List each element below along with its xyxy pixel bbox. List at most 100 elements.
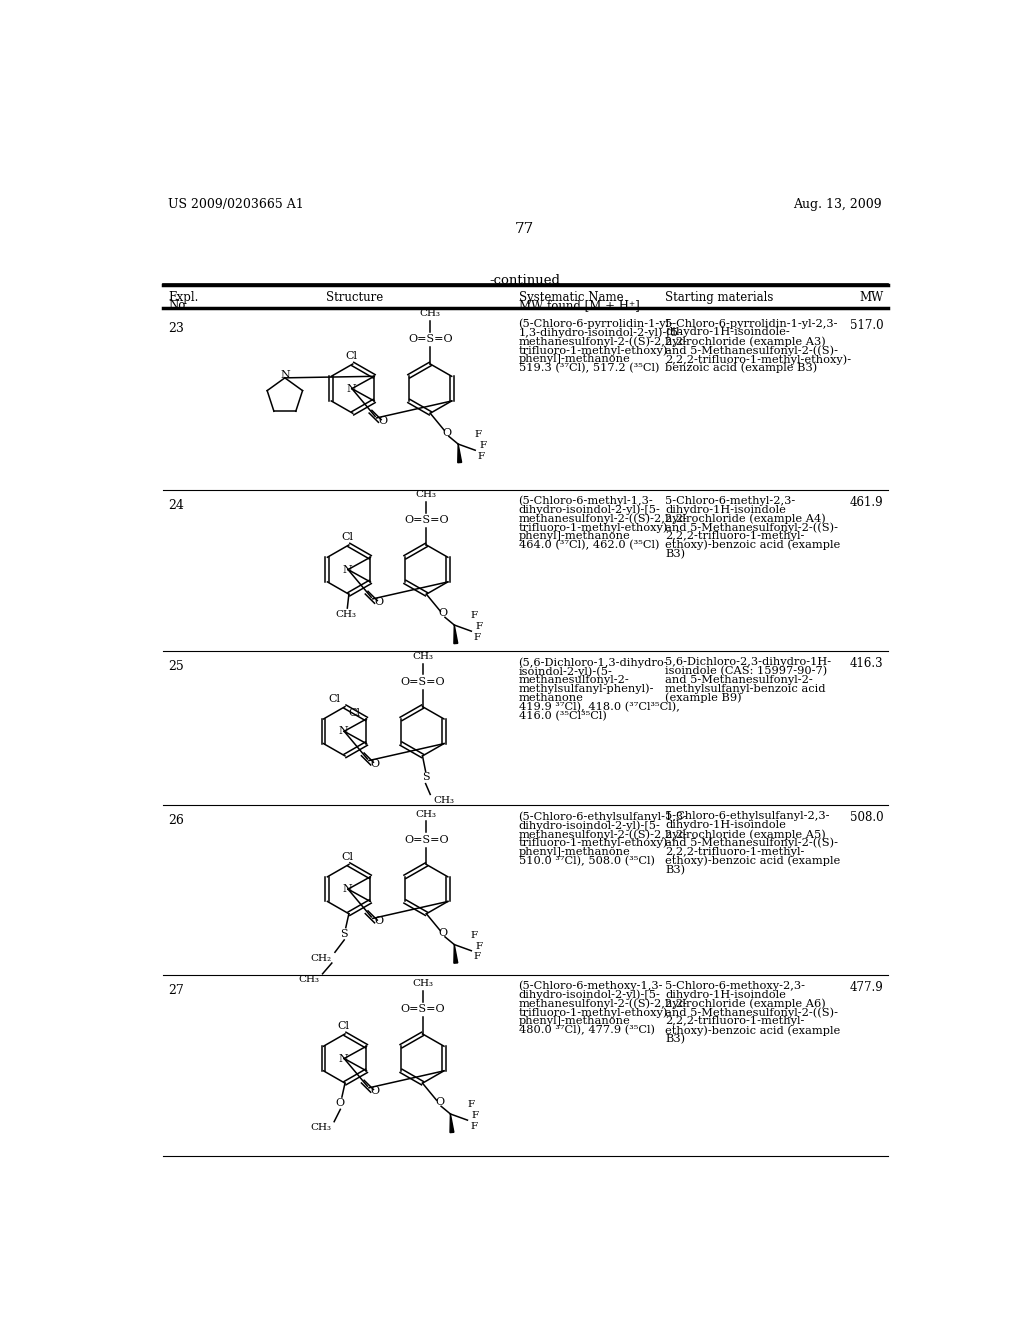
Text: dihydro-isoindol-2-yl)-[5-: dihydro-isoindol-2-yl)-[5- — [518, 820, 660, 830]
Text: 508.0: 508.0 — [850, 812, 884, 825]
Text: Structure: Structure — [326, 290, 383, 304]
Text: S: S — [422, 772, 429, 783]
Text: 461.9: 461.9 — [850, 496, 884, 508]
Text: 5-Chloro-6-methyl-2,3-: 5-Chloro-6-methyl-2,3- — [665, 496, 796, 506]
Text: 510.0 ³⁷Cl), 508.0 (³⁵Cl): 510.0 ³⁷Cl), 508.0 (³⁵Cl) — [518, 855, 654, 866]
Text: and 5-Methanesulfonyl-2-((S)-: and 5-Methanesulfonyl-2-((S)- — [665, 838, 838, 849]
Text: 5-Chloro-6-pyrrolidin-1-yl-2,3-: 5-Chloro-6-pyrrolidin-1-yl-2,3- — [665, 318, 838, 329]
Text: (5-Chloro-6-methoxy-1,3-: (5-Chloro-6-methoxy-1,3- — [518, 981, 664, 991]
Text: CH₃: CH₃ — [433, 796, 455, 805]
Text: O=S=O: O=S=O — [404, 834, 449, 845]
Text: ethoxy)-benzoic acid (example: ethoxy)-benzoic acid (example — [665, 540, 841, 550]
Text: F: F — [474, 632, 481, 642]
Text: F: F — [472, 1111, 479, 1119]
Text: CH₃: CH₃ — [420, 309, 440, 318]
Text: O: O — [378, 416, 387, 426]
Text: Cl: Cl — [341, 851, 353, 862]
Text: and 5-Methanesulfonyl-2-: and 5-Methanesulfonyl-2- — [665, 675, 813, 685]
Text: CH₃: CH₃ — [335, 610, 356, 619]
Text: trifluoro-1-methyl-ethoxy)-: trifluoro-1-methyl-ethoxy)- — [518, 345, 672, 355]
Text: Cl: Cl — [345, 351, 357, 362]
Text: dihydro-1H-isoindole: dihydro-1H-isoindole — [665, 990, 786, 999]
Text: ethoxy)-benzoic acid (example: ethoxy)-benzoic acid (example — [665, 1026, 841, 1036]
Text: F: F — [474, 953, 481, 961]
Text: CH₃: CH₃ — [412, 652, 433, 661]
Text: and 5-Methanesulfonyl-2-((S)-: and 5-Methanesulfonyl-2-((S)- — [665, 1007, 838, 1018]
Text: No.: No. — [168, 300, 189, 313]
Text: phenyl]-methanone: phenyl]-methanone — [518, 1016, 631, 1026]
Text: 517.0: 517.0 — [850, 318, 884, 331]
Text: O: O — [442, 428, 452, 437]
Text: methanesulfonyl-2-((S)-2,2,2-: methanesulfonyl-2-((S)-2,2,2- — [518, 337, 687, 347]
Text: CH₃: CH₃ — [416, 491, 437, 499]
Text: 2,2,2-trifluoro-1-methyl-: 2,2,2-trifluoro-1-methyl- — [665, 531, 805, 541]
Text: MW: MW — [859, 290, 884, 304]
Text: hydrochloride (example A5): hydrochloride (example A5) — [665, 829, 825, 840]
Text: methylsulfanyl-benzoic acid: methylsulfanyl-benzoic acid — [665, 684, 825, 694]
Text: methanone: methanone — [518, 693, 584, 702]
Text: CH₃: CH₃ — [310, 1123, 331, 1133]
Text: N: N — [280, 370, 290, 380]
Polygon shape — [454, 626, 458, 644]
Text: Cl: Cl — [338, 1022, 349, 1031]
Text: 5,6-Dichloro-2,3-dihydro-1H-: 5,6-Dichloro-2,3-dihydro-1H- — [665, 657, 831, 668]
Text: 77: 77 — [515, 222, 535, 235]
Text: 419.9 ³⁷Cl), 418.0 (³⁷Cl³⁵Cl),: 419.9 ³⁷Cl), 418.0 (³⁷Cl³⁵Cl), — [518, 702, 680, 711]
Text: Systematic Name: Systematic Name — [518, 290, 624, 304]
Text: isoindole (CAS: 15997-90-7): isoindole (CAS: 15997-90-7) — [665, 667, 827, 677]
Text: S: S — [340, 929, 348, 939]
Text: methanesulfonyl-2-((S)-2,2,2-: methanesulfonyl-2-((S)-2,2,2- — [518, 998, 687, 1008]
Text: O=S=O: O=S=O — [408, 334, 453, 345]
Text: F: F — [475, 941, 482, 950]
Text: 519.3 (³⁷Cl), 517.2 (³⁵Cl): 519.3 (³⁷Cl), 517.2 (³⁵Cl) — [518, 363, 659, 374]
Text: F: F — [467, 1101, 474, 1109]
Text: 2,2,2-trifluoro-1-methyl-: 2,2,2-trifluoro-1-methyl- — [665, 847, 805, 857]
Text: US 2009/0203665 A1: US 2009/0203665 A1 — [168, 198, 304, 211]
Text: trifluoro-1-methyl-ethoxy)-: trifluoro-1-methyl-ethoxy)- — [518, 1007, 672, 1018]
Text: (5-Chloro-6-ethylsulfanyl-1,3-: (5-Chloro-6-ethylsulfanyl-1,3- — [518, 812, 687, 822]
Text: Starting materials: Starting materials — [665, 290, 773, 304]
Text: O: O — [439, 609, 447, 619]
Text: 27: 27 — [168, 983, 184, 997]
Text: -continued: -continued — [489, 275, 560, 286]
Text: ethoxy)-benzoic acid (example: ethoxy)-benzoic acid (example — [665, 855, 841, 866]
Text: 25: 25 — [168, 660, 184, 673]
Text: Aug. 13, 2009: Aug. 13, 2009 — [793, 198, 882, 211]
Text: methanesulfonyl-2-: methanesulfonyl-2- — [518, 675, 630, 685]
Text: dihydro-isoindol-2-yl)-[5-: dihydro-isoindol-2-yl)-[5- — [518, 504, 660, 515]
Text: O: O — [439, 928, 447, 939]
Text: 23: 23 — [168, 322, 184, 335]
Text: N: N — [346, 384, 356, 393]
Text: F: F — [478, 451, 485, 461]
Polygon shape — [454, 945, 458, 964]
Text: methanesulfonyl-2-((S)-2,2,2-: methanesulfonyl-2-((S)-2,2,2- — [518, 513, 687, 524]
Text: O: O — [435, 1097, 444, 1107]
Text: trifluoro-1-methyl-ethoxy)-: trifluoro-1-methyl-ethoxy)- — [518, 523, 672, 533]
Text: F: F — [475, 622, 482, 631]
Text: hydrochloride (example A6): hydrochloride (example A6) — [665, 998, 825, 1008]
Text: F: F — [479, 441, 486, 450]
Text: 2,2,2-trifluoro-1-methyl-ethoxy)-: 2,2,2-trifluoro-1-methyl-ethoxy)- — [665, 354, 851, 364]
Text: and 5-Methanesulfonyl-2-((S)-: and 5-Methanesulfonyl-2-((S)- — [665, 523, 838, 533]
Text: O: O — [371, 759, 380, 768]
Text: and 5-Methanesulfonyl-2-((S)-: and 5-Methanesulfonyl-2-((S)- — [665, 345, 838, 355]
Text: N: N — [339, 1053, 348, 1064]
Text: 416.0 (³⁵Cl³⁵Cl): 416.0 (³⁵Cl³⁵Cl) — [518, 710, 606, 721]
Text: CH₃: CH₃ — [416, 810, 437, 818]
Text: F: F — [471, 611, 478, 620]
Text: 5-Chloro-6-ethylsulfanyl-2,3-: 5-Chloro-6-ethylsulfanyl-2,3- — [665, 812, 829, 821]
Text: 5-Chloro-6-methoxy-2,3-: 5-Chloro-6-methoxy-2,3- — [665, 981, 805, 991]
Text: trifluoro-1-methyl-ethoxy)-: trifluoro-1-methyl-ethoxy)- — [518, 838, 672, 849]
Polygon shape — [450, 1114, 454, 1133]
Text: Cl: Cl — [329, 694, 340, 704]
Text: CH₂: CH₂ — [310, 954, 332, 962]
Text: 480.0 ³⁷Cl), 477.9 (³⁵Cl): 480.0 ³⁷Cl), 477.9 (³⁵Cl) — [518, 1026, 654, 1035]
Text: Cl: Cl — [341, 532, 353, 543]
Text: 1,3-dihydro-isoindol-2-yl)-[5-: 1,3-dihydro-isoindol-2-yl)-[5- — [518, 327, 682, 338]
Text: 477.9: 477.9 — [850, 981, 884, 994]
Text: isoindol-2-yl)-(5-: isoindol-2-yl)-(5- — [518, 667, 612, 677]
Text: (5-Chloro-6-pyrrolidin-1-yl-: (5-Chloro-6-pyrrolidin-1-yl- — [518, 318, 674, 329]
Polygon shape — [458, 444, 462, 463]
Text: methanesulfonyl-2-((S)-2,2,2-: methanesulfonyl-2-((S)-2,2,2- — [518, 829, 687, 840]
Text: O: O — [375, 916, 384, 927]
